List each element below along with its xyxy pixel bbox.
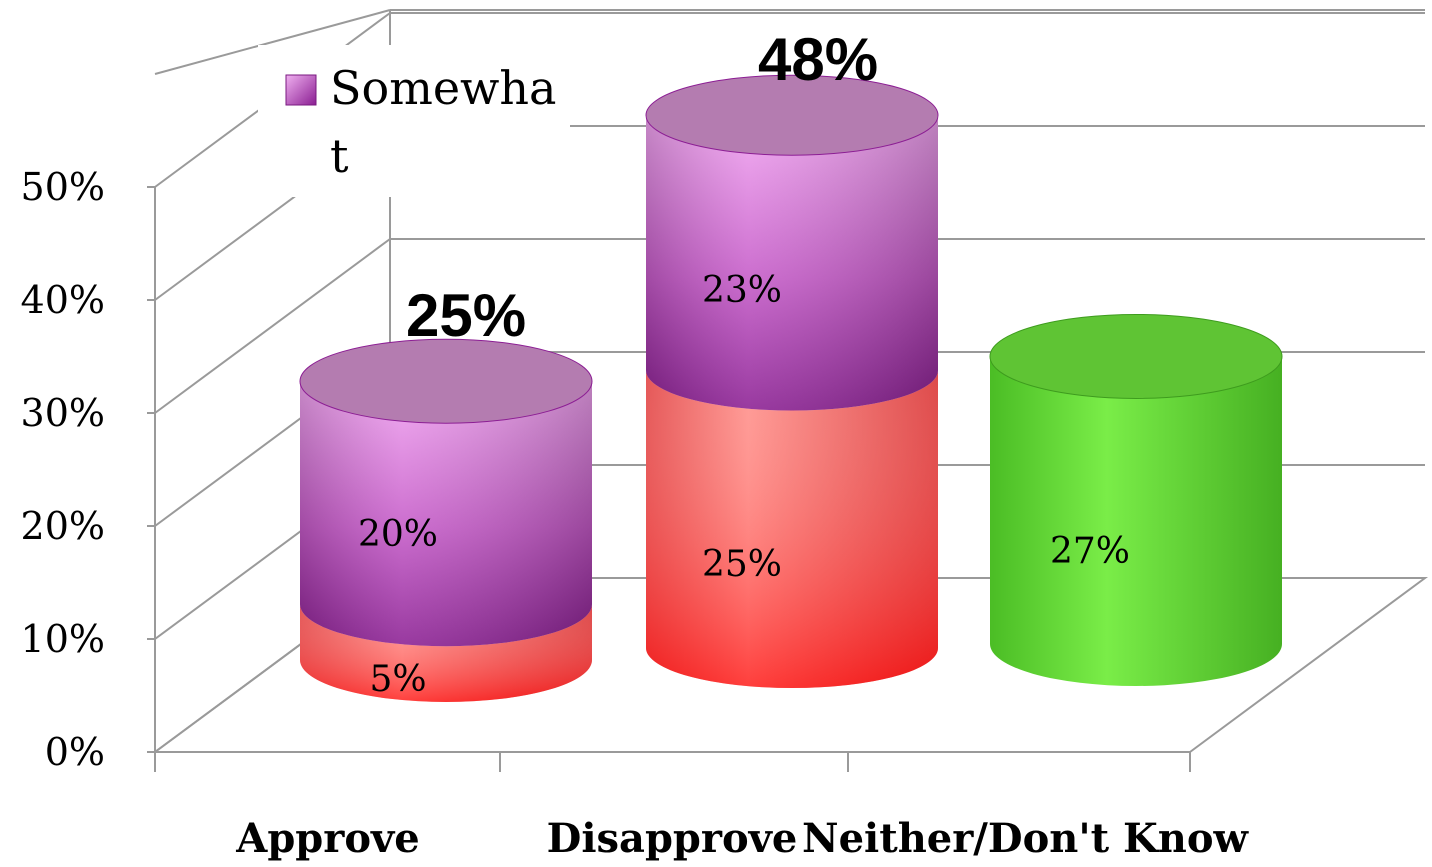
total-label: 25% xyxy=(406,282,526,349)
x-category-label: Approve xyxy=(235,815,419,862)
bars: 5% 20% 25% 23% 27% 25% 48% xyxy=(299,26,1283,702)
y-tick-label: 50% xyxy=(21,165,105,209)
bar-top-cap xyxy=(989,313,1283,399)
legend-box xyxy=(258,45,570,197)
bar-segment xyxy=(990,356,1282,686)
bar-group-approve xyxy=(299,338,593,702)
y-tick-label: 30% xyxy=(21,391,105,435)
x-axis: Approve Disapprove Neither/Don't Know xyxy=(154,751,1250,862)
total-label: 48% xyxy=(758,26,878,93)
y-tick-label: 0% xyxy=(45,730,105,774)
legend-label-somewhat: Somewha xyxy=(330,61,556,115)
bar-top-cap xyxy=(299,338,593,424)
legend: Somewha t xyxy=(258,45,570,197)
y-tick-label: 10% xyxy=(21,617,105,661)
y-axis: 0% 10% 20% 30% 40% 50% xyxy=(21,165,155,774)
data-label: 5% xyxy=(369,659,426,700)
y-tick-label: 20% xyxy=(21,504,105,548)
x-category-label: Neither/Don't Know xyxy=(802,815,1250,862)
data-label: 20% xyxy=(358,514,438,555)
bar-group-disapprove xyxy=(645,74,939,688)
y-tick-label: 40% xyxy=(21,278,105,322)
bar-group-neither-don-t-know xyxy=(989,313,1283,686)
bar-segment-shade xyxy=(646,370,938,688)
bar-segment-shade xyxy=(300,381,592,647)
bar-top-cap xyxy=(645,74,939,156)
data-label: 23% xyxy=(702,270,782,311)
bar-segment-shade xyxy=(646,115,938,411)
bar-segment-shade xyxy=(300,604,592,702)
x-category-label: Disapprove xyxy=(547,815,798,862)
legend-swatch-somewhat xyxy=(285,74,317,106)
data-label: 27% xyxy=(1050,531,1130,572)
legend-label-somewhat-wrap: t xyxy=(330,129,349,183)
data-label: 25% xyxy=(702,544,782,585)
